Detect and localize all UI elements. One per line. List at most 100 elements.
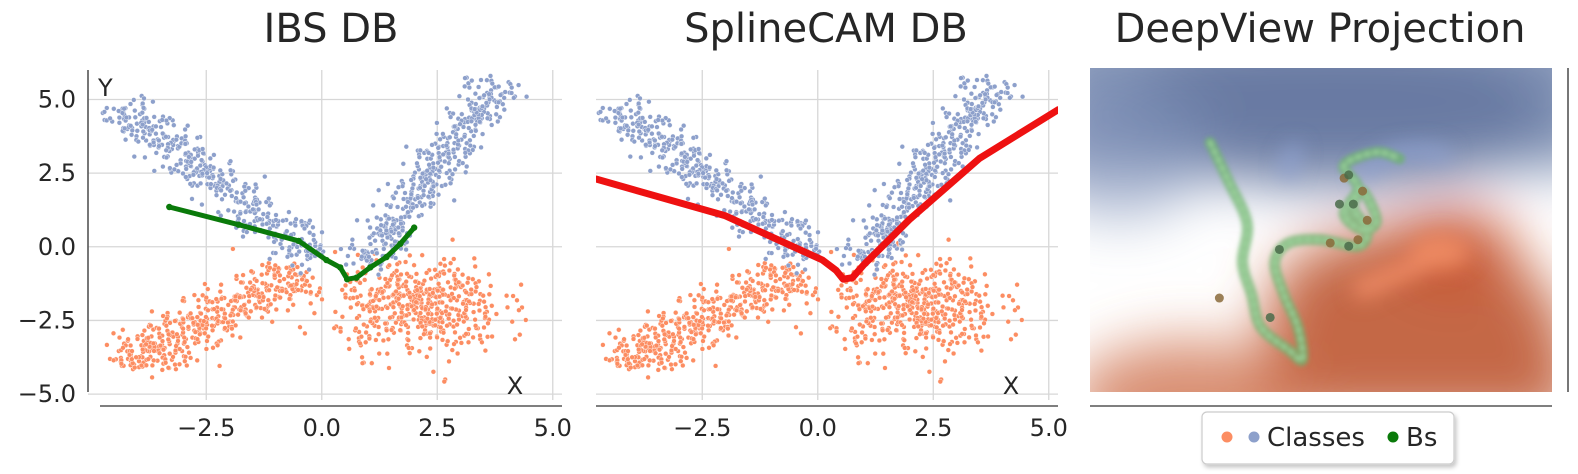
point-class-0	[962, 326, 968, 332]
point-class-1	[273, 250, 279, 256]
point-class-0	[477, 332, 483, 339]
point-class-0	[246, 298, 252, 305]
point-class-1	[387, 204, 394, 210]
point-class-1	[618, 137, 625, 143]
point-class-1	[746, 206, 752, 213]
point-class-1	[378, 222, 384, 228]
point-class-0	[367, 291, 373, 297]
point-class-0	[737, 302, 743, 308]
point-class-1	[979, 100, 986, 106]
point-class-0	[687, 292, 694, 298]
point-class-1	[457, 121, 463, 127]
point-class-0	[285, 307, 291, 314]
point-class-0	[942, 316, 948, 322]
point-class-1	[385, 181, 391, 187]
point-class-1	[900, 230, 906, 236]
point-class-0	[290, 302, 296, 308]
point-class-1	[925, 142, 931, 148]
point-class-0	[725, 332, 732, 339]
point-class-0	[451, 272, 457, 279]
point-class-0	[248, 268, 254, 274]
point-class-0	[384, 327, 390, 333]
point-class-0	[428, 276, 434, 282]
point-class-1	[729, 195, 735, 201]
point-class-0	[878, 276, 885, 282]
point-class-1	[163, 134, 169, 140]
point-class-0	[354, 315, 360, 321]
point-class-1	[736, 234, 742, 240]
point-class-1	[736, 194, 743, 200]
point-class-1	[769, 217, 775, 223]
point-class-1	[290, 241, 297, 248]
point-class-0	[489, 303, 495, 309]
point-class-1	[426, 162, 432, 168]
point-class-0	[434, 272, 440, 278]
point-class-1	[299, 262, 305, 268]
point-class-0	[912, 348, 918, 354]
point-class-0	[149, 362, 156, 369]
point-class-0	[134, 336, 141, 342]
point-class-1	[400, 161, 406, 167]
ibs-boundary	[166, 203, 418, 283]
point-class-0	[968, 263, 974, 270]
point-class-1	[866, 202, 872, 209]
point-class-0	[804, 289, 810, 295]
point-class-0	[1008, 336, 1014, 342]
point-class-1	[993, 114, 999, 120]
point-class-0	[838, 294, 845, 301]
point-class-0	[238, 307, 244, 313]
point-class-1	[487, 96, 493, 103]
point-class-1	[160, 164, 166, 170]
point-class-1	[695, 171, 702, 177]
point-class-0	[175, 338, 181, 344]
point-class-1	[219, 196, 225, 202]
point-class-0	[799, 289, 805, 295]
point-class-0	[151, 357, 157, 364]
point-class-0	[630, 336, 637, 342]
point-class-0	[405, 337, 411, 343]
point-class-0	[184, 344, 191, 350]
point-class-1	[803, 218, 809, 224]
point-class-1	[794, 270, 800, 276]
point-class-0	[125, 336, 131, 342]
point-class-0	[812, 289, 818, 295]
point-class-1	[267, 202, 273, 209]
point-class-0	[389, 272, 395, 278]
point-class-1	[449, 171, 456, 177]
point-class-0	[281, 276, 287, 282]
point-class-1	[147, 142, 153, 148]
point-class-1	[476, 84, 482, 90]
point-class-0	[151, 348, 157, 354]
point-class-1	[807, 237, 813, 243]
point-class-0	[876, 337, 883, 344]
point-class-0	[441, 256, 447, 262]
point-class-0	[872, 331, 878, 337]
bs-point	[1214, 293, 1224, 303]
point-class-1	[465, 96, 471, 103]
point-class-0	[782, 296, 789, 302]
point-class-0	[940, 323, 946, 329]
point-class-0	[440, 287, 446, 293]
point-class-0	[451, 341, 457, 347]
point-class-1	[414, 160, 420, 166]
point-class-0	[404, 312, 410, 319]
point-class-1	[436, 154, 443, 160]
point-class-1	[289, 262, 296, 269]
point-class-1	[982, 96, 989, 103]
point-class-0	[465, 275, 472, 281]
point-class-0	[923, 345, 929, 352]
point-class-1	[788, 222, 795, 229]
point-class-0	[437, 261, 444, 267]
point-class-1	[953, 121, 959, 127]
point-class-0	[424, 316, 431, 322]
point-class-1	[502, 89, 508, 95]
point-class-0	[202, 281, 208, 287]
point-class-0	[1006, 293, 1012, 299]
y-tick-label: −2.5	[18, 306, 76, 334]
point-class-1	[422, 183, 428, 189]
point-class-1	[298, 270, 304, 276]
point-class-0	[645, 362, 652, 369]
point-class-0	[363, 329, 369, 336]
point-class-0	[968, 323, 975, 329]
point-class-1	[410, 205, 416, 211]
